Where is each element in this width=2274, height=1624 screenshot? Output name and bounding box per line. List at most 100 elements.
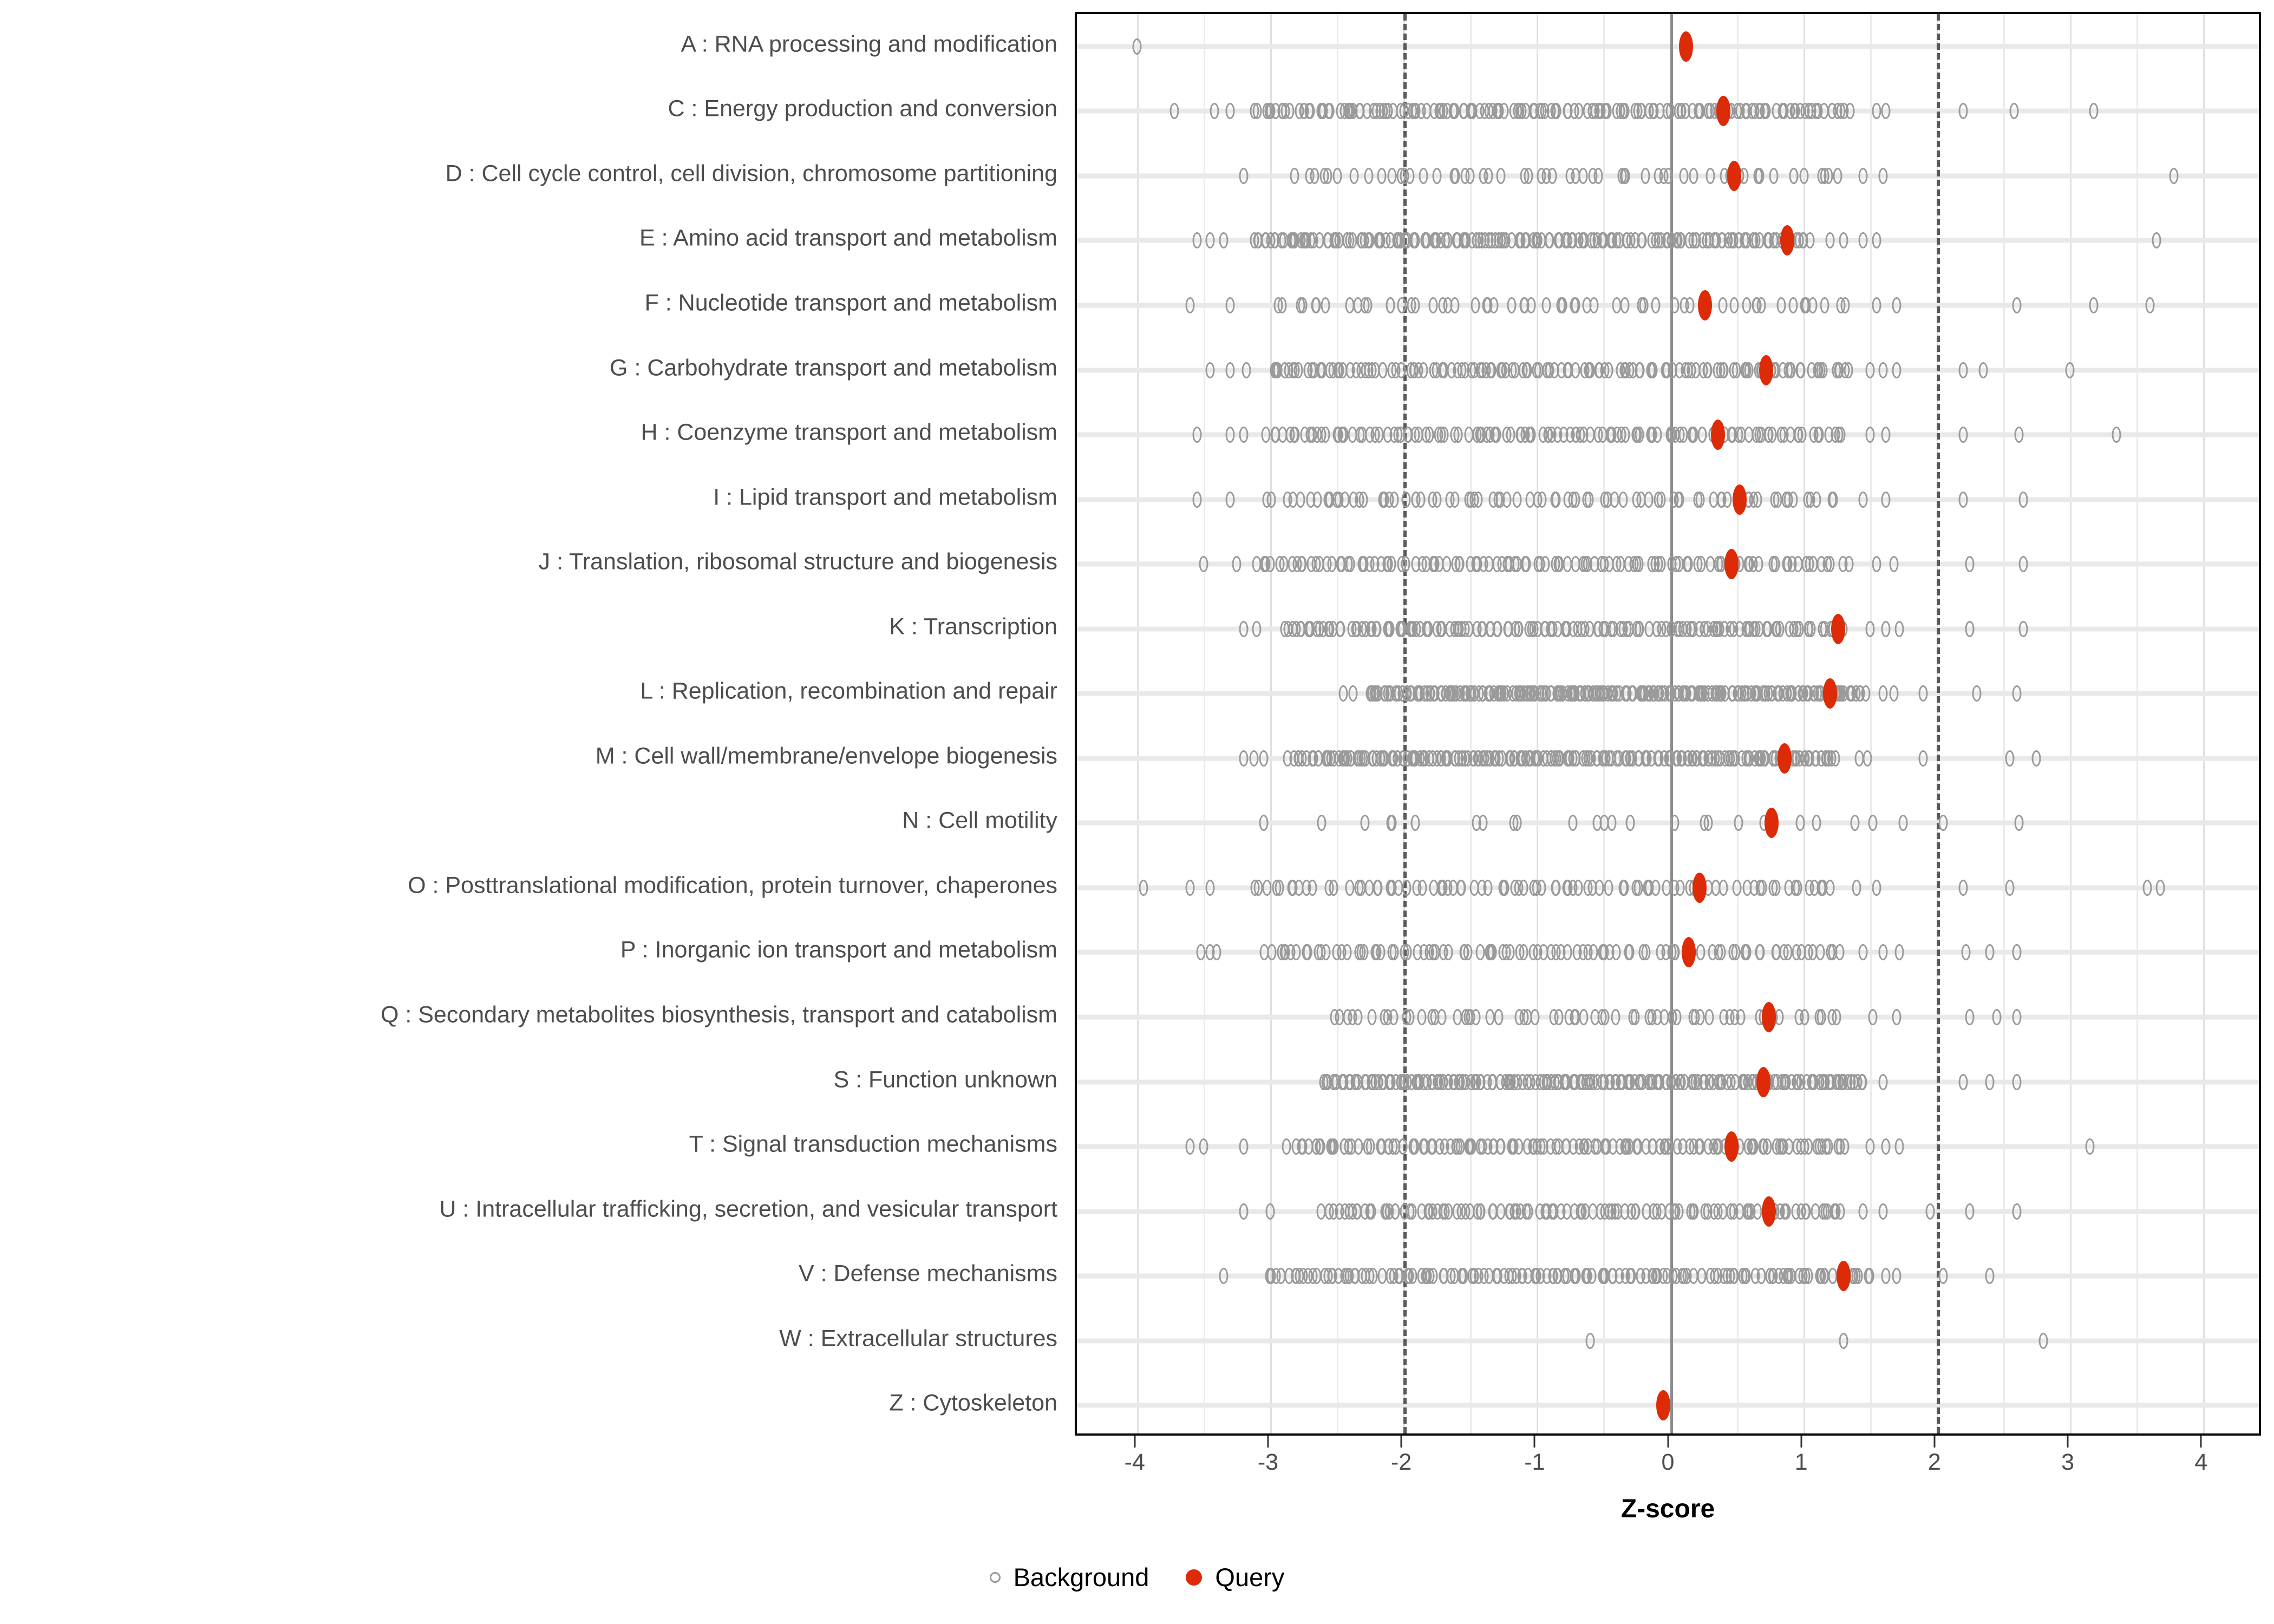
query-point[interactable] (1679, 31, 1694, 62)
y-axis-label-p: P : Inorganic ion transport and metaboli… (620, 937, 1057, 963)
background-point (1740, 944, 1750, 961)
background-point (1676, 232, 1685, 249)
vertical-gridline (2136, 14, 2139, 1433)
background-point (2169, 167, 2179, 184)
background-point (1812, 815, 1821, 831)
background-point (1868, 1009, 1878, 1025)
background-point (1958, 1073, 1968, 1090)
background-point (1249, 750, 1259, 767)
background-point (1266, 491, 1276, 508)
x-axis-tick (1533, 1436, 1535, 1448)
legend-item-query[interactable]: Query (1186, 1564, 1284, 1590)
background-point (1459, 1268, 1468, 1285)
y-axis-label-g: G : Carbohydrate transport and metabolis… (610, 355, 1057, 381)
background-point (1547, 1203, 1557, 1220)
background-point (1205, 362, 1215, 378)
background-point (1762, 620, 1772, 637)
background-point (1644, 491, 1654, 508)
background-point (1500, 879, 1510, 896)
background-point (1803, 491, 1813, 508)
y-axis-label-l: L : Replication, recombination and repai… (640, 678, 1057, 704)
background-point (1360, 815, 1370, 831)
query-point[interactable] (1764, 808, 1779, 839)
open-circle-icon (989, 1571, 1001, 1583)
background-point (1419, 362, 1428, 378)
background-point (1818, 362, 1828, 378)
background-point (1192, 491, 1202, 508)
background-point (1604, 362, 1613, 378)
background-point (1872, 297, 1881, 313)
background-point (1978, 362, 1988, 378)
query-point[interactable] (1716, 96, 1730, 127)
query-point[interactable] (1711, 420, 1726, 450)
background-point (1487, 362, 1497, 378)
background-point (1408, 1268, 1417, 1285)
background-point (1373, 879, 1383, 896)
y-axis-label-n: N : Cell motility (902, 807, 1057, 834)
query-point[interactable] (1727, 160, 1741, 191)
background-point (1185, 297, 1195, 313)
query-point[interactable] (1836, 1261, 1851, 1292)
background-point (1273, 297, 1283, 313)
background-point (1239, 1138, 1249, 1155)
background-point (1728, 944, 1738, 961)
background-point (1844, 556, 1854, 573)
background-point (1496, 1203, 1506, 1220)
y-axis-category-labels: A : RNA processing and modification C : E… (0, 0, 1069, 1436)
background-point (1726, 1203, 1736, 1220)
background-point (1796, 362, 1806, 378)
background-point (1651, 879, 1661, 896)
query-point[interactable] (1724, 549, 1739, 580)
query-point[interactable] (1697, 290, 1712, 320)
legend-label-query: Query (1215, 1563, 1285, 1592)
background-point (1675, 879, 1685, 896)
background-point (1821, 1138, 1831, 1155)
vertical-gridline (1537, 14, 1539, 1433)
y-axis-label-k: K : Transcription (889, 613, 1057, 640)
x-axis-tick-label: -1 (1524, 1449, 1545, 1475)
background-point (1881, 1138, 1891, 1155)
y-axis-label-v: V : Defense mechanisms (799, 1260, 1057, 1287)
query-point[interactable] (1656, 1390, 1671, 1421)
background-point (2112, 427, 2121, 443)
background-point (1387, 167, 1397, 184)
background-point (1786, 362, 1796, 378)
query-point[interactable] (1761, 1196, 1776, 1227)
background-point (1308, 879, 1317, 896)
query-point[interactable] (1692, 872, 1707, 903)
query-point[interactable] (1724, 1131, 1739, 1162)
legend-item-background[interactable]: Background (989, 1564, 1149, 1590)
background-point (1858, 1203, 1868, 1220)
query-point[interactable] (1681, 937, 1696, 968)
query-point[interactable] (1756, 1066, 1770, 1097)
query-point[interactable] (1778, 743, 1792, 774)
background-point (1716, 944, 1726, 961)
background-point (1530, 1009, 1540, 1025)
background-point (1225, 103, 1235, 120)
x-axis-tick-label: -2 (1391, 1449, 1412, 1475)
background-point (1579, 1009, 1589, 1025)
background-point (1625, 815, 1635, 831)
background-point (1551, 1138, 1561, 1155)
background-point (1808, 556, 1818, 573)
background-point (1205, 232, 1215, 249)
query-point[interactable] (1822, 678, 1837, 709)
background-point (1239, 620, 1249, 637)
horizontal-gridline (1077, 44, 2259, 49)
background-point (1958, 103, 1968, 120)
background-point (1858, 491, 1868, 508)
background-point (1568, 815, 1578, 831)
background-point (1757, 879, 1767, 896)
background-point (1398, 1138, 1408, 1155)
query-point[interactable] (1759, 355, 1773, 385)
query-point[interactable] (1732, 484, 1747, 515)
background-point (2005, 879, 2015, 896)
query-point[interactable] (1780, 225, 1795, 256)
background-point (1815, 944, 1825, 961)
background-point (1427, 1009, 1437, 1025)
background-point (1700, 815, 1709, 831)
background-point (1367, 1203, 1376, 1220)
query-point[interactable] (1761, 1001, 1776, 1032)
background-point (1606, 620, 1616, 637)
query-point[interactable] (1831, 613, 1845, 644)
